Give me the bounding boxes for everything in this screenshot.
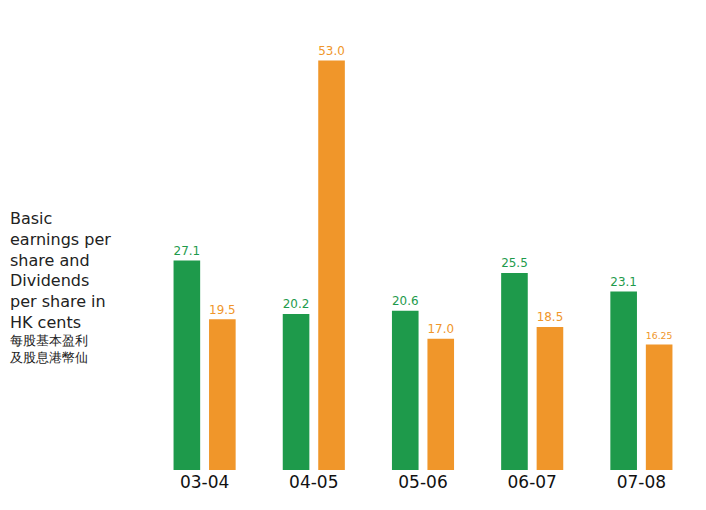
svg-text:25.5: 25.5 [501,256,528,270]
svg-text:23.1: 23.1 [610,275,637,289]
svg-text:每股基本盈利及股息港幣仙: 每股基本盈利及股息港幣仙 [10,333,88,365]
svg-text:20.2: 20.2 [283,297,310,311]
svg-text:Basicearnings pershare andDivi: Basicearnings pershare andDividendsper s… [10,209,111,332]
svg-text:20.6: 20.6 [392,294,419,308]
svg-text:07-08: 07-08 [617,472,666,492]
svg-text:17.0: 17.0 [427,322,454,336]
svg-text:06-07: 06-07 [507,472,556,492]
svg-text:19.5: 19.5 [209,303,236,317]
svg-text:04-05: 04-05 [289,472,338,492]
svg-text:03-04: 03-04 [180,472,229,492]
svg-text:27.1: 27.1 [174,244,201,258]
svg-text:05-06: 05-06 [398,472,447,492]
svg-text:53.0: 53.0 [318,44,345,58]
svg-text:16.25: 16.25 [646,330,673,341]
svg-text:18.5: 18.5 [537,310,564,324]
